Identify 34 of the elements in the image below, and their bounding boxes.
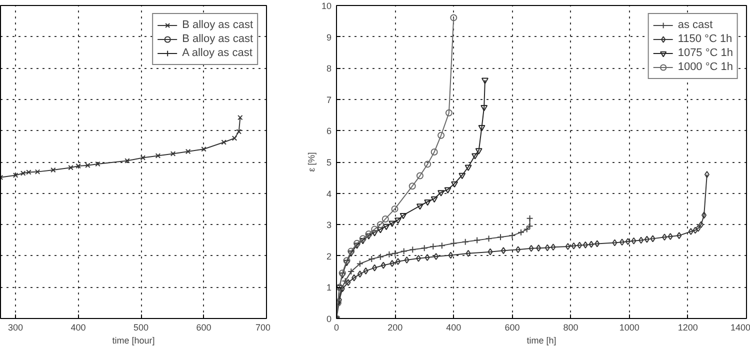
x-tick-label: 300 [8, 322, 24, 332]
x-tick-label: 1200 [678, 322, 698, 332]
y-tick-label: 0 [326, 314, 332, 324]
y-tick-label: 3 [326, 220, 332, 230]
x-tick-label: 700 [255, 322, 271, 332]
x-tick-label: 400 [446, 322, 462, 332]
x-tick-label: 600 [196, 322, 212, 332]
legend-label: B alloy as cast [182, 19, 253, 31]
y-tick-label: 8 [326, 64, 332, 74]
x-tick-label: 600 [504, 322, 520, 332]
legend-label: A alloy as cast [182, 47, 252, 59]
x-tick-label: 1400 [730, 322, 750, 332]
x-axis-title: time [h] [526, 336, 556, 346]
x-tick-label: 500 [134, 322, 149, 332]
legend-label: 1075 °C 1h [678, 47, 733, 59]
y-tick-label: 10 [321, 1, 332, 11]
legend-label: B alloy as cast [182, 33, 253, 45]
y-tick-label: 2 [326, 251, 332, 262]
legend-label: 1000 °C 1h [678, 61, 733, 73]
x-tick-label: 200 [388, 322, 403, 332]
x-tick-label: 800 [563, 322, 578, 332]
y-tick-label: 4 [326, 188, 332, 199]
x-axis-title: time [hour] [112, 336, 155, 346]
x-tick-label: 1000 [619, 322, 640, 332]
x-tick-label: 400 [70, 322, 86, 332]
legend-label: as cast [678, 19, 713, 31]
y-tick-label: 7 [326, 94, 332, 105]
legend-label: 1150 °C 1h [678, 33, 732, 45]
y-tick-label: 6 [326, 126, 332, 136]
y-tick-label: 9 [326, 32, 332, 42]
y-tick-label: 5 [326, 158, 332, 168]
y-tick-label: 1 [326, 282, 332, 293]
x-tick-label: 0 [334, 322, 340, 332]
y-axis-title: ε [%] [306, 152, 316, 172]
